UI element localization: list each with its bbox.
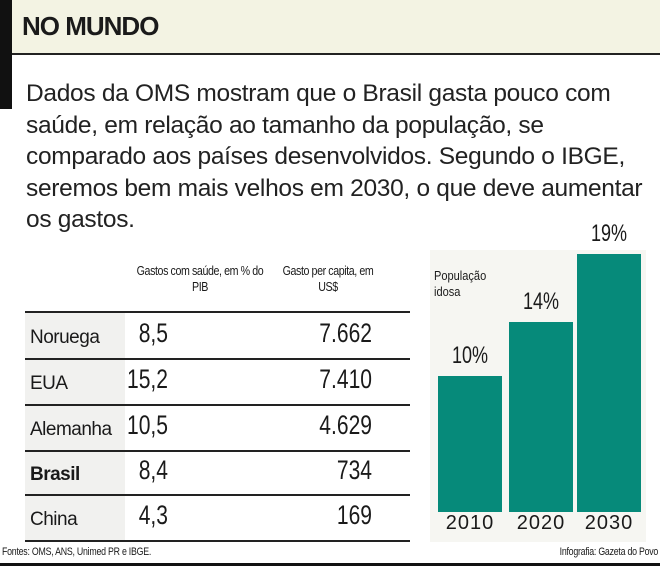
row-divider	[25, 358, 410, 360]
header-band: NO MUNDO	[0, 0, 660, 55]
pib-value: 15,2	[127, 364, 168, 394]
col-header-pib: Gastos com saúde, em % do PIB	[136, 263, 264, 294]
section-title: NO MUNDO	[22, 11, 159, 41]
country-label: Alemanha	[30, 419, 112, 440]
bar-2010	[438, 376, 502, 512]
per-capita-value: 7.410	[319, 364, 372, 394]
label-column-bg	[25, 312, 125, 540]
chart-title: População idosa	[434, 268, 487, 299]
pib-value: 8,4	[138, 455, 168, 485]
bar-value-label: 10%	[451, 342, 489, 369]
country-label: Noruega	[30, 326, 100, 348]
intro-text: Dados da OMS mostram que o Brasil gasta …	[26, 80, 643, 233]
country-label: China	[30, 509, 78, 530]
per-capita-value: 734	[336, 455, 372, 485]
pib-value: 10,5	[127, 410, 168, 440]
per-capita-value: 169	[336, 500, 372, 530]
year-label: 2010	[445, 512, 495, 534]
per-capita-value: 7.662	[319, 317, 372, 348]
year-label: 2020	[516, 512, 566, 534]
per-capita-value: 4.629	[319, 410, 372, 440]
row-divider	[25, 404, 410, 406]
row-divider	[25, 540, 410, 542]
row-divider	[25, 311, 410, 313]
year-label: 2030	[584, 512, 634, 534]
sources: Fontes: OMS, ANS, Unimed PR e IBGE.	[2, 546, 152, 558]
row-divider	[25, 450, 410, 452]
credit: Infografia: Gazeta do Povo	[559, 546, 659, 558]
bottom-rule	[0, 563, 660, 566]
bar-value-label: 19%	[590, 219, 628, 247]
pib-value: 4,3	[138, 500, 168, 530]
bar-value-label: 14%	[522, 287, 560, 315]
country-label: EUA	[30, 373, 68, 394]
accent-bar	[0, 0, 12, 109]
bar-2020	[509, 321, 573, 512]
col-header-per-capita: Gasto per capita, em US$	[282, 263, 374, 294]
row-divider	[25, 494, 410, 496]
pib-value: 8,5	[138, 317, 168, 348]
bar-2030	[577, 253, 641, 512]
country-label: Brasil	[30, 464, 80, 485]
